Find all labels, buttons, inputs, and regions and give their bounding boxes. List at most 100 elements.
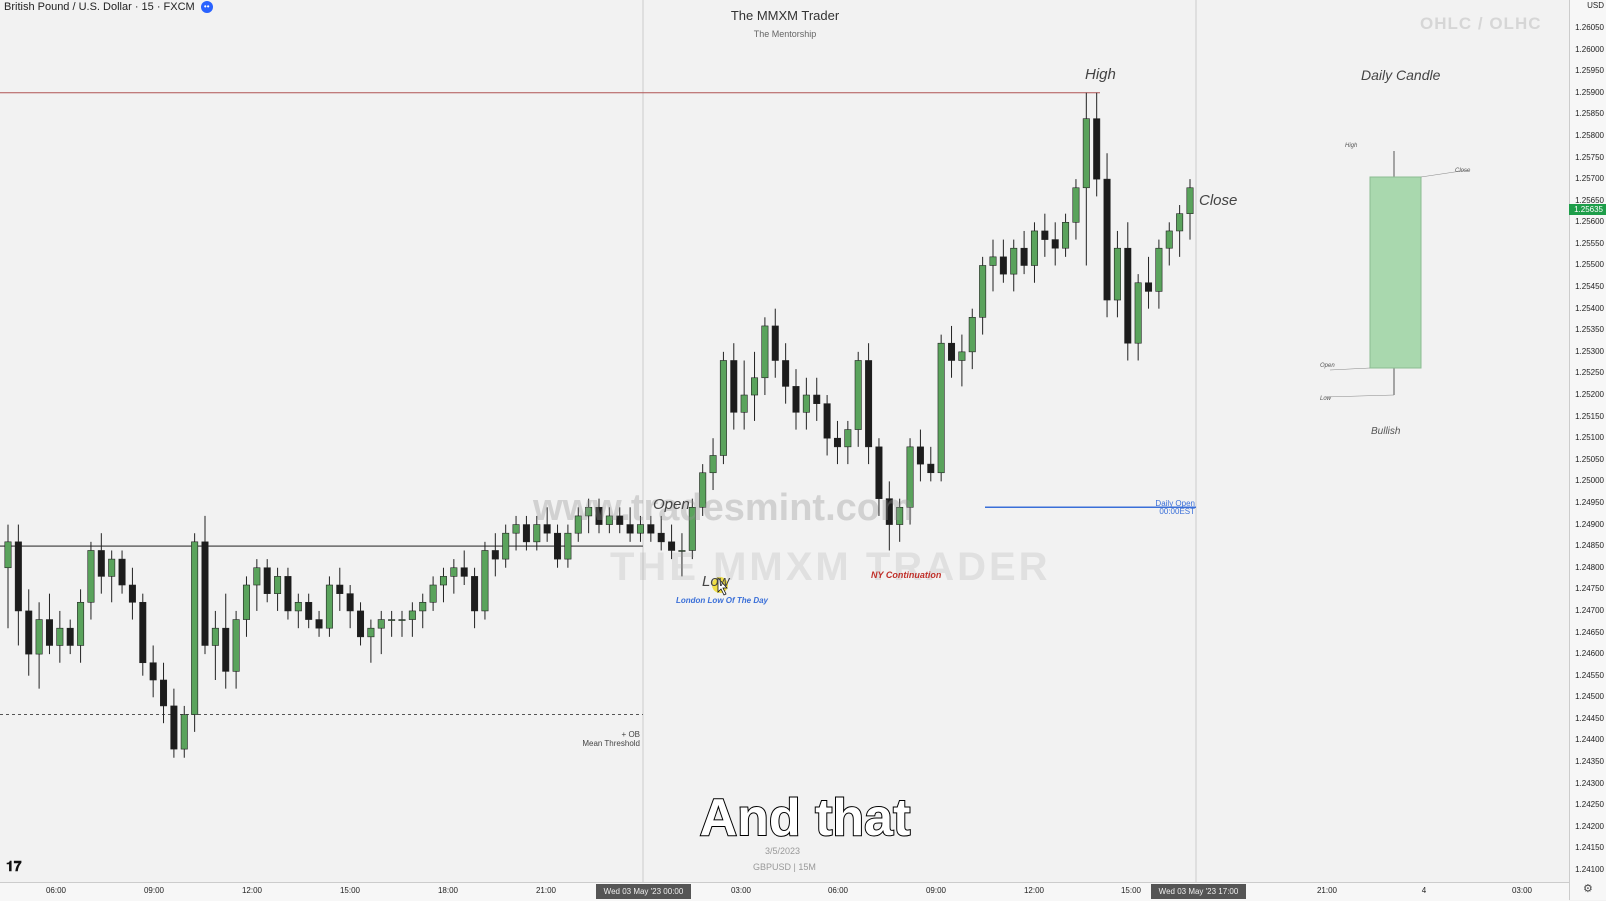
price-tick-label: 1.24700	[1575, 605, 1604, 615]
candle-body	[968, 317, 976, 353]
candle	[211, 610, 219, 681]
candle	[854, 351, 862, 447]
candle-body	[1082, 118, 1090, 189]
candle	[782, 343, 790, 404]
candle-body	[45, 619, 53, 646]
price-tick-label: 1.25500	[1575, 260, 1604, 270]
candle	[346, 585, 354, 629]
mouse-cursor-icon	[717, 576, 728, 596]
candle	[1020, 230, 1028, 275]
candle-body	[232, 619, 240, 672]
candle-body	[937, 342, 945, 474]
candle-body	[854, 360, 862, 430]
candle	[678, 533, 686, 577]
candle	[4, 524, 12, 629]
candle	[305, 593, 313, 629]
candle-body	[1113, 247, 1121, 301]
candle	[1113, 230, 1121, 318]
ny-continuation-label: NY Continuation	[871, 570, 942, 580]
candle	[201, 515, 209, 655]
candle-body	[1103, 178, 1111, 301]
candle-body	[274, 576, 282, 594]
candle	[1186, 179, 1194, 240]
candle	[1010, 239, 1018, 292]
candle-body	[916, 446, 924, 465]
candle-body	[1072, 187, 1080, 223]
time-tick-label: 09:00	[925, 886, 947, 895]
candle-body	[1030, 230, 1038, 266]
candle	[481, 541, 489, 620]
candle	[833, 420, 841, 465]
candle-body	[802, 394, 810, 413]
candle	[554, 524, 562, 568]
candle-body	[647, 524, 655, 534]
video-subtitle: And that	[699, 788, 912, 848]
time-axis[interactable]: 06:00 09:00 12:00 15:00 18:00 21:00 03:00 06:00…	[0, 882, 1569, 901]
price-tick-label: 1.25050	[1575, 454, 1604, 464]
candle-body	[958, 351, 966, 361]
tradingview-logo-icon[interactable]: 𝟏𝟕	[6, 858, 22, 874]
price-tick-label: 1.25650	[1575, 195, 1604, 205]
candle-body	[522, 524, 530, 543]
current-price-badge: 1.25635	[1569, 204, 1606, 215]
candle	[896, 498, 904, 542]
candle	[160, 662, 168, 724]
candle-body	[408, 610, 416, 620]
price-tick-label: 1.24850	[1575, 541, 1604, 551]
candle	[1134, 274, 1142, 361]
price-tick-label: 1.24750	[1575, 584, 1604, 594]
daily-open-label: Daily Open 00:00EST	[1150, 500, 1195, 516]
candle-body	[201, 541, 209, 646]
time-tick-label: 06:00	[827, 886, 849, 895]
candle	[274, 567, 282, 611]
watermark-title: The MMXM Trader	[730, 8, 840, 23]
candle	[605, 507, 613, 534]
candle	[885, 481, 893, 551]
candle	[616, 507, 624, 534]
candle-body	[813, 394, 821, 404]
time-tick-label: 03:00	[1511, 886, 1533, 895]
symbol-status-icon[interactable]: ••	[200, 1, 213, 14]
symbol-title[interactable]: British Pound / U.S. Dollar · 15 · FXCM •…	[4, 1, 213, 14]
time-highlight-start: Wed 03 May '23 00:00	[596, 884, 691, 899]
price-tick-label: 1.26050	[1575, 23, 1604, 32]
time-tick-label: 12:00	[1023, 886, 1045, 895]
candle-body	[222, 627, 230, 672]
candle	[979, 256, 987, 335]
price-axis[interactable]: USD 1.26050 1.26000 1.25950 1.25900 1.25850 1…	[1569, 0, 1606, 900]
candle-body	[574, 515, 582, 534]
candle-body	[668, 541, 676, 551]
daily-candle-open-label: Open	[1320, 363, 1335, 369]
candle-body	[377, 619, 385, 629]
candle-body	[460, 567, 468, 577]
candle	[543, 507, 551, 542]
daily-candle-open-leader	[1329, 367, 1371, 371]
candle-body	[1093, 118, 1101, 180]
candle-body	[512, 524, 520, 534]
candle-body	[543, 524, 551, 534]
candle	[294, 593, 302, 629]
candle-body	[170, 705, 178, 750]
settings-gear-icon[interactable]: ⚙	[1583, 883, 1593, 895]
price-tick-label: 1.25300	[1575, 346, 1604, 356]
candle-body	[657, 532, 665, 543]
candle	[1030, 222, 1038, 283]
candle	[491, 533, 499, 577]
candle	[1124, 222, 1132, 361]
candle-body	[367, 627, 375, 638]
ohlc-watermark: OHLC / OLHC	[1420, 14, 1542, 33]
candle-body	[14, 541, 22, 612]
price-tick-label: 1.24150	[1575, 843, 1604, 853]
candle-body	[989, 256, 997, 266]
candle-body	[1124, 247, 1132, 344]
price-tick-label: 1.25200	[1575, 390, 1604, 400]
candle-body	[149, 662, 157, 681]
price-tick-label: 1.25350	[1575, 325, 1604, 335]
candle-body	[108, 558, 116, 577]
candle-body	[1165, 230, 1173, 249]
candle	[191, 533, 199, 732]
candle	[1041, 213, 1049, 257]
candle	[813, 377, 821, 421]
candle	[1145, 256, 1153, 309]
